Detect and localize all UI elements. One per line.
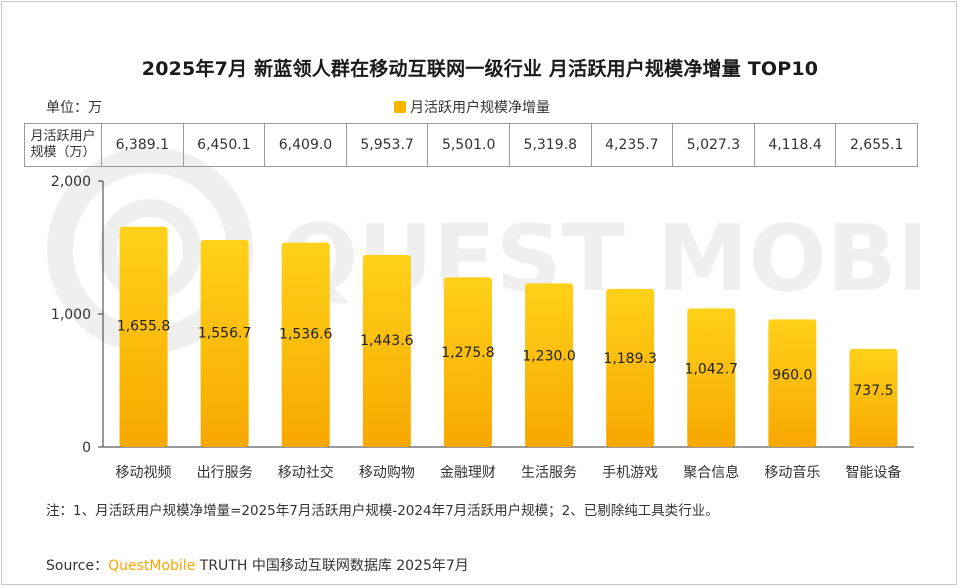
bar bbox=[281, 242, 330, 447]
bar-value-label: 1,275.8 bbox=[441, 345, 494, 361]
source-line: Source： QuestMobile TRUTH 中国移动互联网数据库 202… bbox=[46, 555, 469, 575]
legend-swatch bbox=[394, 101, 406, 113]
table-row-header-line: 规模（万） bbox=[30, 145, 96, 160]
legend-label: 月活跃用户规模净增量 bbox=[410, 100, 550, 116]
table-cell: 2,655.1 bbox=[835, 123, 918, 167]
x-category-label: 移动社交 bbox=[278, 464, 334, 481]
legend: 月活跃用户规模净增量 bbox=[394, 97, 550, 117]
bar bbox=[200, 239, 249, 447]
x-category-label: 智能设备 bbox=[845, 464, 901, 481]
bar-value-label: 1,230.0 bbox=[522, 348, 575, 364]
footnote: 注：1、月活跃用户规模净增量=2025年7月活跃用户规模-2024年7月活跃用户… bbox=[46, 503, 719, 519]
y-tick-label: 1,000 bbox=[51, 307, 91, 323]
bar-value-label: 1,189.3 bbox=[603, 351, 656, 367]
table-cell: 5,319.8 bbox=[508, 123, 592, 167]
bar-value-label: 1,536.6 bbox=[279, 327, 333, 343]
bar bbox=[119, 226, 168, 447]
x-category-label: 金融理财 bbox=[440, 465, 496, 481]
x-category-label: 生活服务 bbox=[521, 465, 577, 481]
source-brand: QuestMobile bbox=[108, 558, 196, 574]
bar-value-label: 1,443.6 bbox=[360, 333, 414, 349]
x-category-label: 移动购物 bbox=[359, 465, 415, 481]
table-cell: 4,118.4 bbox=[753, 123, 837, 167]
table-cell: 5,027.3 bbox=[672, 123, 755, 167]
bar-value-label: 737.5 bbox=[853, 383, 893, 399]
table-row-header-line: 月活跃用户 bbox=[30, 129, 96, 144]
table-cell: 4,235.7 bbox=[590, 123, 674, 167]
bar-value-label: 1,655.8 bbox=[117, 318, 170, 334]
bar bbox=[525, 283, 574, 447]
y-tick-label: 2,000 bbox=[51, 174, 91, 190]
x-category-label: 聚合信息 bbox=[683, 464, 739, 481]
bar bbox=[606, 288, 655, 447]
bar bbox=[362, 255, 411, 447]
data-table: 月活跃用户 规模（万） 6,389.1 6,450.1 6,409.0 5,95… bbox=[24, 123, 918, 167]
bar-value-label: 1,042.7 bbox=[685, 362, 738, 378]
y-tick-label: 0 bbox=[82, 440, 91, 456]
bar bbox=[687, 308, 736, 447]
bar bbox=[768, 319, 817, 447]
bar bbox=[849, 348, 898, 447]
table-cell: 6,409.0 bbox=[264, 123, 347, 167]
x-category-label: 手机游戏 bbox=[602, 465, 658, 481]
chart-title: 2025年7月 新蓝领人群在移动互联网一级行业 月活跃用户规模净增量 TOP10 bbox=[141, 58, 819, 80]
bar-value-label: 960.0 bbox=[772, 367, 812, 383]
source-suffix: TRUTH 中国移动互联网数据库 2025年7月 bbox=[195, 558, 469, 574]
x-category-label: 移动视频 bbox=[116, 465, 172, 481]
table-row-header: 月活跃用户 规模（万） bbox=[24, 123, 102, 167]
x-category-label: 移动音乐 bbox=[764, 464, 820, 481]
table-row: 月活跃用户 规模（万） 6,389.1 6,450.1 6,409.0 5,95… bbox=[24, 123, 918, 167]
table-cell: 6,450.1 bbox=[182, 123, 266, 167]
source-prefix: Source： bbox=[46, 558, 109, 574]
table-cell: 5,501.0 bbox=[427, 123, 510, 167]
x-category-label: 出行服务 bbox=[197, 465, 253, 481]
bar-value-label: 1,556.7 bbox=[198, 325, 251, 341]
table-cell: 5,953.7 bbox=[345, 123, 429, 167]
unit-label: 单位：万 bbox=[46, 100, 102, 116]
bar bbox=[443, 277, 492, 447]
